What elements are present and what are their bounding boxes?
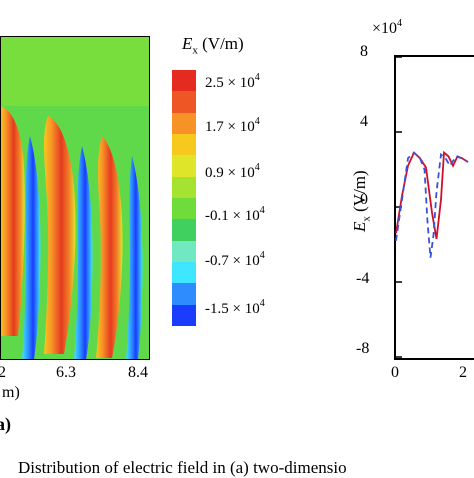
colorbar-swatch: [172, 219, 196, 241]
dashed-series-line: [395, 151, 469, 258]
line-xtick: 2: [459, 364, 467, 381]
line-ytick: -4: [356, 270, 370, 287]
colorbar-swatch: [172, 91, 196, 113]
colorbar-label: 1.7 × 104: [205, 116, 260, 135]
colorbar-swatch: [172, 262, 196, 284]
blue-stripe: [74, 146, 93, 360]
colorbar: [172, 70, 196, 326]
red-stripe: [96, 136, 123, 358]
colorbar-swatch: [172, 304, 196, 326]
line-ytick: 4: [360, 113, 368, 130]
colorbar-swatch: [172, 176, 196, 199]
figure-caption: Distribution of electric field in (a) tw…: [18, 458, 347, 477]
colorbar-label: 0.9 × 104: [205, 162, 260, 181]
colorbar-swatch: [172, 155, 196, 177]
contour-top-band: [0, 36, 150, 106]
line-plot-frame: [394, 55, 474, 360]
blue-stripe: [126, 156, 143, 360]
line-plot: [394, 55, 474, 360]
colorbar-swatch: [172, 283, 196, 305]
contour-xtick: 6.3: [56, 364, 76, 381]
contour-xlabel-partial: m): [2, 384, 20, 401]
line-xtick: 0: [391, 364, 399, 381]
colorbar-swatch: [172, 112, 196, 135]
line-ytick: -8: [356, 340, 370, 357]
colorbar-swatch: [172, 70, 196, 92]
blue-stripe: [22, 136, 41, 360]
colorbar-swatch: [172, 240, 196, 263]
colorbar-label: -0.7 × 104: [205, 250, 265, 269]
colorbar-label: -1.5 × 104: [205, 298, 265, 317]
contour-xtick: 8.4: [128, 364, 148, 381]
line-ytick: 0: [360, 191, 368, 208]
solid-series-line: [395, 150, 469, 240]
line-scale-label: ×104: [372, 18, 403, 37]
contour-xtick: 2: [0, 364, 6, 381]
red-stripe: [0, 106, 25, 336]
colorbar-swatch: [172, 134, 196, 156]
line-ytick: 8: [360, 43, 368, 60]
colorbar-title: Ex (V/m): [182, 34, 244, 57]
colorbar-label: -0.1 × 104: [205, 205, 265, 224]
panel-label: a): [0, 414, 11, 434]
contour-plot: [0, 36, 150, 360]
colorbar-label: 2.5 × 104: [205, 72, 260, 91]
red-stripe: [44, 116, 76, 354]
colorbar-swatch: [172, 198, 196, 220]
